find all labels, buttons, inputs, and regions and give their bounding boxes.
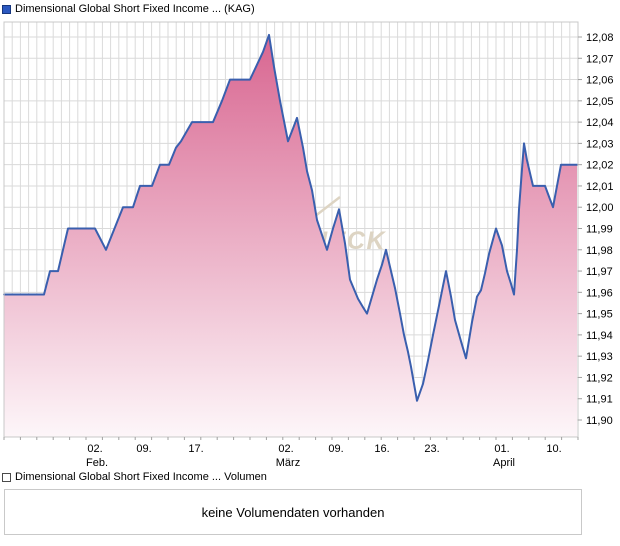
y-axis-tick-label: 12,03 [586, 138, 614, 150]
y-axis-tick-label: 12,06 [586, 75, 614, 87]
x-axis-tick-label: 23. [424, 443, 439, 455]
chart-title: Dimensional Global Short Fixed Income ..… [15, 3, 255, 15]
y-axis-tick-label: 11,94 [586, 330, 613, 342]
chart-legend: Dimensional Global Short Fixed Income ..… [2, 3, 255, 15]
y-axis-tick-label: 11,98 [586, 245, 613, 257]
y-axis-tick-label: 12,02 [586, 160, 614, 172]
volume-legend: Dimensional Global Short Fixed Income ..… [2, 471, 267, 483]
y-axis-tick-label: 12,08 [586, 32, 614, 44]
y-axis-tick-label: 11,99 [586, 224, 613, 236]
y-axis-labels: 12,08 12,07 12,06 12,05 12,04 12,03 12,02 12,01… [586, 32, 614, 427]
x-axis-tick-label: 10. [546, 443, 561, 455]
x-axis-tick-label: 01. [494, 443, 509, 455]
y-axis-tick-label: 11,90 [586, 415, 613, 427]
x-axis-tick-label: 17. [188, 443, 203, 455]
y-axis-tick-label: 12,01 [586, 181, 614, 193]
y-axis-tick-label: 12,07 [586, 53, 614, 65]
y-axis-tick-label: 12,00 [586, 202, 614, 214]
x-axis-labels: 02. Feb. 09. 17. 02. März 09. 16. 23. 01. April 10. [86, 443, 562, 469]
volume-panel: keine Volumendaten vorhanden [4, 489, 582, 535]
axes [3, 21, 582, 440]
price-series-legend-icon [2, 4, 11, 14]
y-axis-tick-label: 11,93 [586, 351, 613, 363]
y-axis-tick-label: 12,05 [586, 96, 614, 108]
y-axis-tick-label: 11,96 [586, 287, 613, 299]
y-axis-tick-label: 11,91 [586, 394, 613, 406]
x-axis-tick-label: 02. [278, 443, 293, 455]
y-axis-tick-label: 11,95 [586, 309, 613, 321]
x-axis-month-label: Feb. [86, 457, 108, 469]
price-chart: AKTIENCHECK12,0812,0712,0612,0512,0412,0… [3, 21, 614, 469]
y-axis-tick-label: 12,04 [586, 117, 614, 129]
x-axis-month-label: April [493, 457, 515, 469]
y-axis-tick-label: 11,97 [586, 266, 613, 278]
x-axis-tick-label: 09. [136, 443, 151, 455]
x-axis-tick-label: 02. [87, 443, 102, 455]
x-axis-month-label: März [276, 457, 300, 469]
y-axis-tick-label: 11,92 [586, 372, 613, 384]
volume-title: Dimensional Global Short Fixed Income ..… [15, 471, 267, 483]
x-axis-tick-label: 16. [374, 443, 389, 455]
volume-empty-message: keine Volumendaten vorhanden [201, 504, 385, 520]
price-area-fill [4, 34, 577, 438]
price-line [3, 33, 578, 402]
volume-series-legend-icon [2, 472, 11, 482]
x-axis-tick-label: 09. [328, 443, 343, 455]
